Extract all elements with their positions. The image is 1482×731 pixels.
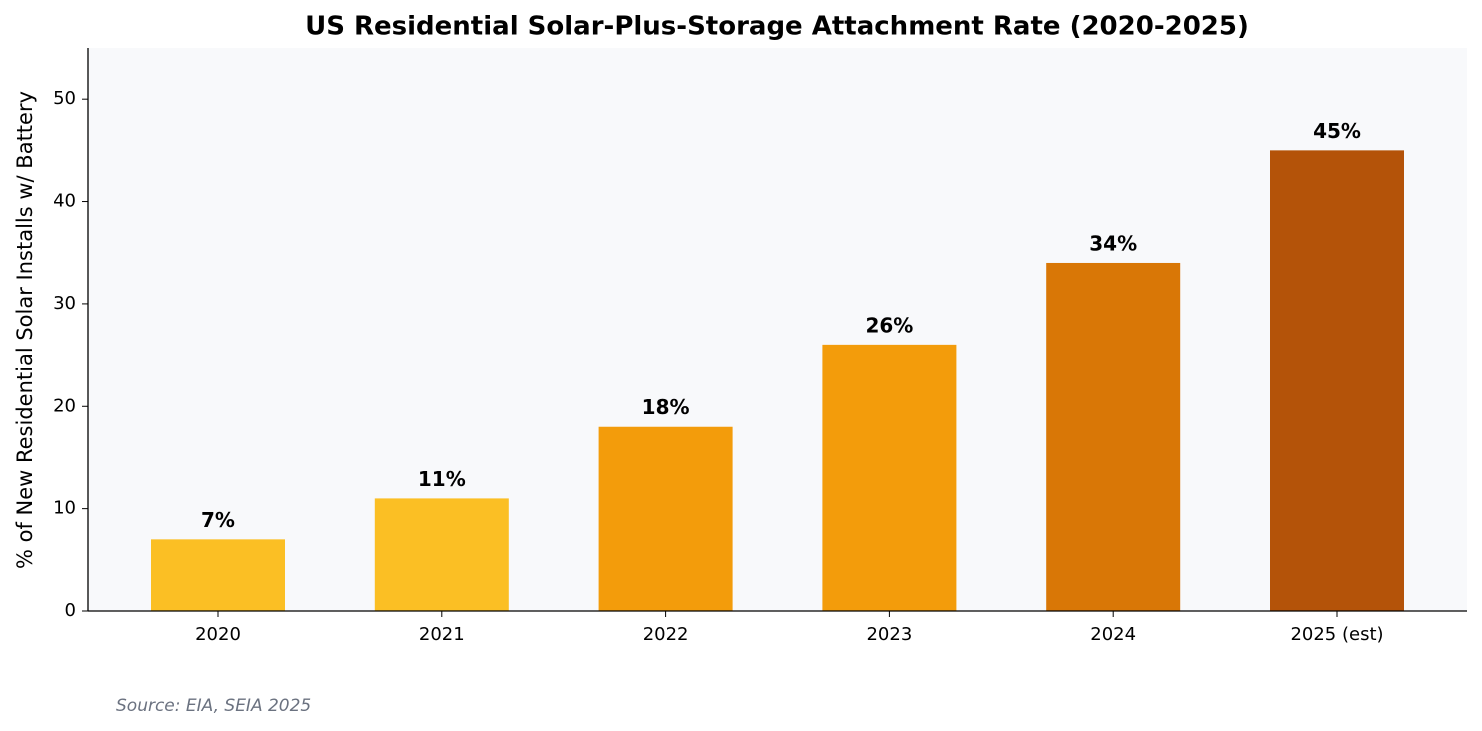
data-label: 18% bbox=[642, 395, 690, 419]
bar bbox=[151, 539, 285, 611]
x-tick-label: 2025 (est) bbox=[1290, 624, 1383, 645]
x-tick-label: 2022 bbox=[643, 624, 689, 645]
y-tick-label: 30 bbox=[53, 293, 76, 314]
bar bbox=[1046, 262, 1181, 611]
y-tick-label: 40 bbox=[53, 191, 76, 212]
chart-title: US Residential Solar-Plus-Storage Attach… bbox=[305, 12, 1249, 42]
x-tick-label: 2021 bbox=[419, 624, 465, 645]
bar bbox=[1270, 150, 1404, 611]
data-label: 45% bbox=[1313, 119, 1361, 143]
plot-background bbox=[88, 48, 1467, 611]
y-tick-label: 0 bbox=[65, 600, 76, 621]
x-tick-label: 2020 bbox=[195, 624, 241, 645]
source-note: Source: EIA, SEIA 2025 bbox=[116, 696, 311, 716]
bar bbox=[822, 344, 957, 611]
y-tick-label: 20 bbox=[53, 395, 76, 416]
data-label: 26% bbox=[865, 313, 913, 337]
y-tick-label: 10 bbox=[53, 498, 76, 519]
x-tick-label: 2024 bbox=[1090, 624, 1136, 645]
bar bbox=[598, 426, 733, 611]
data-label: 11% bbox=[418, 467, 466, 491]
y-tick-label: 50 bbox=[53, 88, 76, 109]
y-axis-label: % of New Residential Solar Installs w/ B… bbox=[13, 91, 37, 569]
data-label: 7% bbox=[201, 508, 235, 532]
data-label: 34% bbox=[1089, 231, 1137, 255]
bar bbox=[374, 498, 509, 611]
x-tick-label: 2023 bbox=[866, 624, 912, 645]
